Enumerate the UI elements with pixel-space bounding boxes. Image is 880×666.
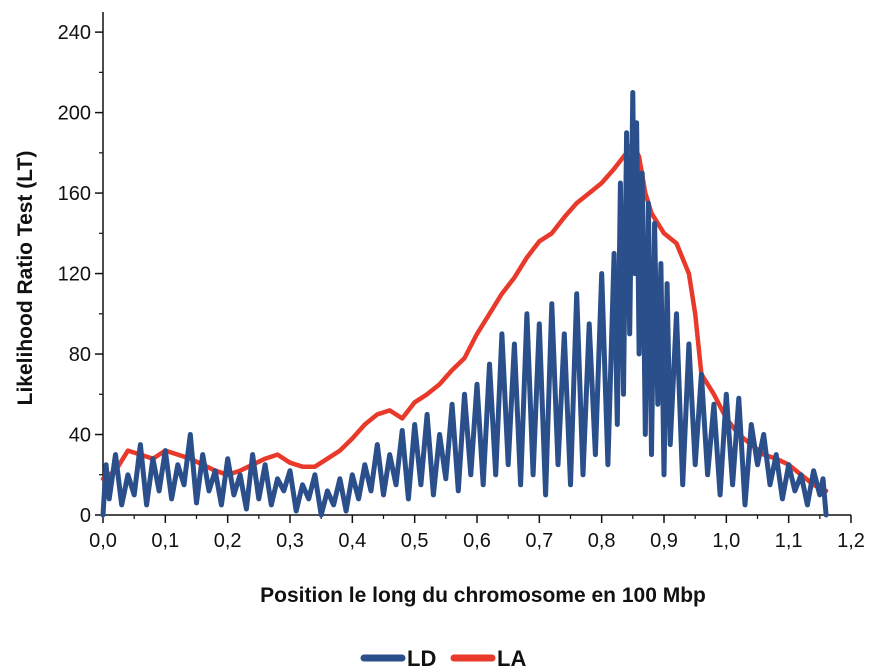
x-axis: 0,0 0,1 0,2 0,3 0,4 0,5 0,6 0,7 0,8 0,9 1,0 1,1 1,2 [89, 514, 865, 552]
y-axis: 0 40 80 120 160 200 240 [58, 12, 104, 527]
x-tick-label: 0,4 [338, 530, 366, 552]
y-tick-label: 40 [69, 425, 91, 447]
y-tick-label: 80 [69, 344, 91, 366]
x-tick-label: 0,6 [463, 530, 491, 552]
y-tick-label: 240 [58, 22, 91, 44]
x-tick-label: 1,1 [775, 530, 803, 552]
x-tick-label: 1,2 [837, 530, 865, 552]
x-tick-label: 0,1 [151, 530, 179, 552]
x-tick-label: 0,5 [401, 530, 429, 552]
x-tick-label: 0,7 [525, 530, 553, 552]
y-tick-label: 120 [58, 264, 91, 286]
plot-area [100, 90, 829, 518]
series-line-ld [100, 90, 829, 518]
y-axis-title: Likelihood Ratio Test (LT) [14, 151, 37, 406]
x-tick-label: 0,2 [214, 530, 242, 552]
y-tick-label: 160 [58, 183, 91, 205]
legend-label-la: LA [497, 646, 526, 666]
x-axis-title: Position le long du chromosome en 100 Mb… [260, 584, 706, 607]
x-tick-label: 0,0 [89, 530, 117, 552]
legend-label-ld: LD [407, 646, 436, 666]
x-tick-label: 1,0 [712, 530, 740, 552]
y-tick-label: 0 [80, 505, 91, 527]
x-tick-label: 0,9 [650, 530, 678, 552]
x-tick-label: 0,3 [276, 530, 304, 552]
legend: LD LA [360, 646, 526, 666]
y-tick-label: 200 [58, 103, 91, 125]
x-tick-label: 0,8 [588, 530, 616, 552]
